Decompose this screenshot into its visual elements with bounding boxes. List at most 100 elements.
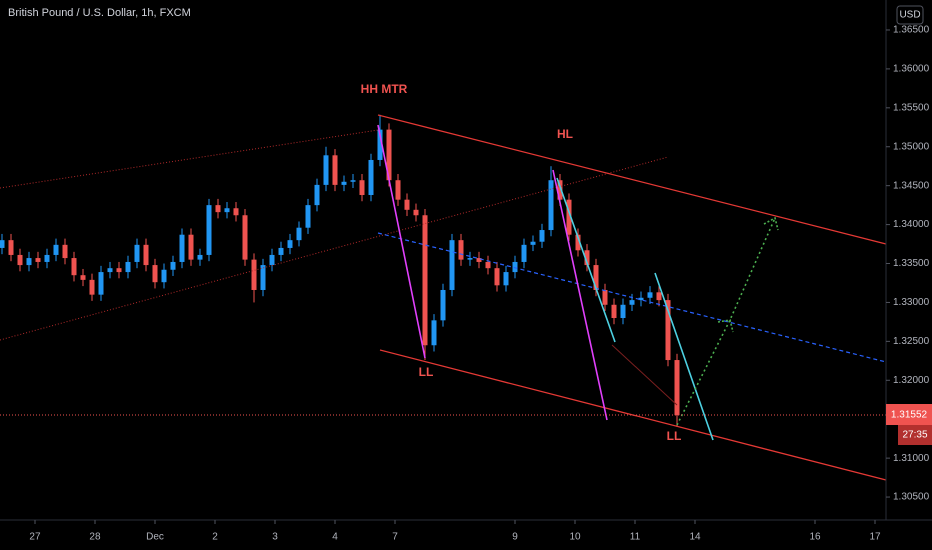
y-tick-label: 1.36500 [893, 25, 930, 36]
candle-body [323, 155, 329, 185]
annotation: HH MTR [361, 82, 408, 96]
candle-body [224, 208, 230, 213]
x-tick-label: 4 [332, 532, 338, 543]
x-tick-label: 10 [569, 532, 581, 543]
x-tick-label: Dec [146, 532, 164, 543]
annotation: LL [667, 429, 682, 443]
x-tick-label: 3 [272, 532, 278, 543]
x-tick-label: 7 [392, 532, 398, 543]
annotation: LL [419, 365, 434, 379]
candle-body [512, 261, 518, 273]
candle-body [629, 300, 635, 305]
candle-body [332, 155, 338, 185]
candle-body [296, 227, 302, 241]
y-tick-label: 1.34500 [893, 180, 930, 191]
candle-body [611, 304, 617, 319]
y-tick-label: 1.31000 [893, 453, 930, 464]
axes: 1.36500 1.36000 1.35500 1.35000 1.34500 1.340… [29, 25, 929, 543]
candle-body [53, 244, 59, 255]
candle-body [98, 272, 104, 295]
cyan-line [654, 272, 714, 441]
trend-line [0, 129, 379, 189]
drawings [0, 114, 887, 481]
candle-body [449, 240, 455, 290]
candle-body [458, 240, 464, 260]
candle-body [575, 234, 581, 251]
candle-body [656, 292, 662, 301]
candle-body [0, 240, 5, 248]
candle-body [395, 180, 401, 200]
x-tick-label: 11 [630, 532, 641, 543]
y-tick-label: 1.33000 [893, 297, 930, 308]
candle-body [413, 209, 419, 216]
candle-body [557, 180, 563, 200]
candle-body [215, 205, 221, 213]
candle-body [377, 129, 383, 160]
candle-body [206, 205, 212, 255]
x-tick-label: 2 [212, 532, 218, 543]
y-tick-label: 1.30500 [893, 492, 930, 503]
candle-body [476, 258, 482, 262]
candle-body [584, 250, 590, 266]
candle-body [161, 269, 167, 283]
impulse-line [552, 169, 608, 421]
candle-body [116, 268, 122, 273]
symbol-title: British Pound / U.S. Dollar, 1h, FXCM [8, 7, 191, 19]
candle-body [71, 258, 77, 276]
candle-body [539, 230, 545, 242]
candle-body [269, 254, 275, 266]
y-tick-label: 1.34000 [893, 219, 930, 230]
x-tick-label: 14 [689, 532, 701, 543]
annotation: HL [557, 127, 573, 141]
countdown-tag [898, 425, 932, 445]
candle-body [620, 304, 626, 319]
candle-body [80, 275, 86, 280]
candle-body [368, 159, 374, 196]
candle-body [404, 199, 410, 210]
candle-body [8, 240, 14, 255]
candle-body [566, 199, 572, 235]
price-tag [886, 404, 932, 425]
candle-body [341, 181, 347, 185]
x-tick-label: 17 [869, 532, 881, 543]
candle-body [593, 265, 599, 290]
y-tick-label: 1.32000 [893, 375, 930, 386]
candle-body [665, 300, 671, 361]
x-tick-label: 9 [512, 532, 518, 543]
impulse-line [377, 124, 426, 359]
x-tick-label: 27 [29, 532, 41, 543]
candle-body [188, 234, 194, 260]
countdown: 27:35 [902, 430, 927, 441]
candle-body [17, 254, 23, 266]
y-tick-label: 1.32500 [893, 336, 930, 347]
candle-body [152, 265, 158, 283]
candle-body [647, 292, 653, 298]
candle-body [143, 244, 149, 266]
candle-body [62, 244, 68, 259]
candle-body [602, 289, 608, 305]
candle-body [503, 272, 509, 286]
candle-body [521, 244, 527, 262]
currency-button[interactable] [896, 5, 924, 25]
candle-body [242, 215, 248, 260]
cyan-line [556, 177, 616, 343]
candle-body [305, 205, 311, 228]
projection-path [676, 217, 776, 426]
y-tick-label: 1.33500 [893, 258, 930, 269]
x-tick-label: 16 [809, 532, 821, 543]
currency-label[interactable]: USD [899, 10, 920, 21]
candle-body [638, 297, 644, 301]
candle-body [530, 241, 536, 245]
candle-body [35, 258, 41, 262]
y-tick-label: 1.36000 [893, 64, 930, 75]
candle-body [440, 289, 446, 321]
candle-body [44, 254, 50, 262]
candle-body [260, 265, 266, 290]
projection-arrow [717, 319, 734, 333]
candle-body [107, 268, 113, 273]
candle-body [251, 259, 257, 290]
candle-body [179, 234, 185, 262]
candle-body [26, 258, 32, 266]
candle-body [674, 360, 680, 416]
